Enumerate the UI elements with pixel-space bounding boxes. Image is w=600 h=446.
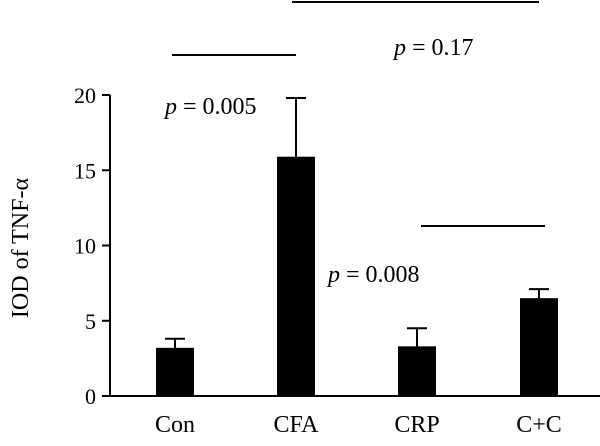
y-axis-ticks: 0 5 10 15 20 — [74, 83, 110, 409]
bar-con — [156, 347, 194, 396]
bar-series: Con CFA CRP C+C — [155, 97, 562, 438]
y-axis-label: IOD of TNF-α — [8, 178, 34, 319]
y-tick-label: 20 — [74, 83, 96, 108]
significance-annotations: p = 0.005 p = 0.17 p = 0.008 — [163, 1, 545, 288]
x-tick-label-crp: CRP — [394, 412, 439, 438]
p-value-text: = 0.005 — [177, 94, 257, 120]
bar-cfa — [277, 156, 315, 396]
error-bar-cc — [529, 288, 549, 299]
p-value-con-cfa: p = 0.005 — [163, 94, 257, 120]
y-tick-label: 15 — [74, 158, 96, 183]
p-value-cfa-cc: p = 0.17 — [392, 35, 474, 61]
x-tick-label-cc: C+C — [516, 412, 562, 438]
error-bar-crp — [407, 327, 427, 347]
p-value-text: = 0.008 — [340, 262, 420, 288]
p-value-text: = 0.17 — [406, 35, 474, 61]
bar-crp — [398, 346, 436, 396]
x-tick-label-con: Con — [155, 412, 195, 438]
x-tick-label-cfa: CFA — [274, 412, 320, 438]
y-tick-label: 5 — [85, 309, 96, 334]
bar-cc — [520, 298, 558, 396]
p-value-crp-cc: p = 0.008 — [326, 262, 420, 288]
y-tick-label: 10 — [74, 234, 96, 259]
p-symbol: p — [326, 262, 340, 288]
error-bar-cfa — [286, 97, 306, 157]
y-tick-label: 0 — [85, 384, 96, 409]
p-symbol: p — [163, 94, 177, 120]
p-symbol: p — [392, 35, 406, 61]
error-bar-con — [165, 337, 185, 348]
